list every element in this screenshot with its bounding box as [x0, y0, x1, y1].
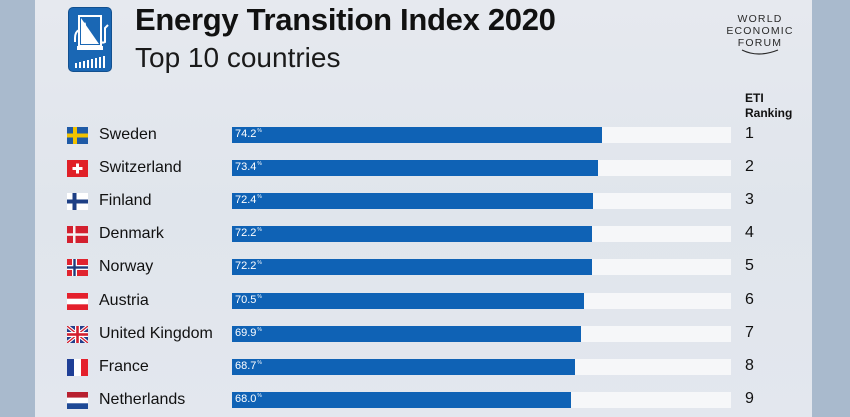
united-kingdom-flag-icon — [67, 325, 88, 343]
france-flag-icon — [67, 358, 88, 376]
bar-value-label: 68.0% — [235, 392, 262, 405]
bar-track: 69.9% — [232, 325, 731, 342]
country-label: Switzerland — [99, 159, 182, 177]
bar-value-label: 68.7% — [235, 359, 262, 372]
bar-track: 73.4% — [232, 160, 731, 177]
bar-track: 70.5% — [232, 292, 731, 309]
rank-header-line-2: Ranking — [745, 106, 793, 120]
country-label: Finland — [99, 192, 152, 210]
bar-value-label: 72.2% — [235, 227, 262, 240]
rank-value: 4 — [745, 224, 754, 242]
percent-unit: % — [257, 194, 262, 201]
bar: 74.2% — [232, 127, 603, 143]
country-label: United Kingdom — [99, 324, 213, 342]
rank-value: 6 — [745, 290, 754, 308]
percent-unit: % — [257, 359, 262, 366]
chart-row: Sweden 74.2% 1 — [0, 123, 850, 147]
bar-value-label: 69.9% — [235, 326, 262, 339]
bar-value-label: 73.4% — [235, 161, 262, 174]
rank-value: 1 — [745, 125, 754, 142]
chart-row: France 68.7% 8 — [0, 355, 850, 379]
percent-unit: % — [257, 392, 262, 399]
rank-value: 8 — [745, 356, 754, 374]
bar-value-label: 70.5% — [235, 293, 262, 306]
percent-unit: % — [257, 161, 262, 168]
rank-header-line-1: ETI — [745, 91, 764, 105]
norway-flag-icon — [67, 259, 88, 277]
wef-logo-line-2: ECONOMIC — [726, 25, 794, 37]
chart-row: Austria 70.5% 6 — [0, 289, 850, 313]
percent-unit: % — [257, 260, 262, 267]
country-label: Denmark — [99, 225, 164, 243]
rank-column-header: ETI Ranking — [745, 91, 792, 121]
bar: 70.5% — [232, 292, 584, 309]
country-label: Netherlands — [99, 390, 186, 408]
chart-row: Finland 72.4% 3 — [0, 189, 850, 213]
rank-value: 9 — [745, 389, 754, 407]
rank-value: 7 — [745, 323, 754, 341]
chart-row: Switzerland 73.4% 2 — [0, 156, 850, 180]
chart-row: United Kingdom 69.9% 7 — [0, 322, 850, 346]
bar-track: 72.2% — [232, 259, 731, 276]
chart-row: Netherlands 68.0% 9 — [0, 388, 850, 412]
percent-unit: % — [257, 326, 262, 333]
bar: 68.0% — [232, 391, 572, 408]
wef-logo-line-1: WORLD — [737, 13, 783, 25]
switzerland-flag-icon — [67, 160, 88, 178]
sweden-flag-icon — [67, 127, 88, 144]
bar: 72.2% — [232, 259, 593, 276]
country-label: Austria — [99, 291, 149, 309]
chart-row: Denmark 72.2% 4 — [0, 222, 850, 246]
austria-flag-icon — [67, 292, 88, 310]
bar: 72.4% — [232, 193, 594, 210]
chart-subtitle: Top 10 countries — [135, 42, 341, 73]
bar-track: 74.2% — [232, 127, 731, 143]
bar: 69.9% — [232, 325, 581, 342]
bar-track: 72.2% — [232, 226, 731, 243]
percent-unit: % — [257, 293, 262, 300]
bar-value-label: 72.2% — [235, 260, 262, 273]
rank-value: 2 — [745, 158, 754, 176]
rank-value: 3 — [745, 191, 754, 209]
netherlands-flag-icon — [67, 391, 88, 409]
wef-logo: WORLD ECONOMIC FORUM — [715, 13, 805, 57]
bar-value-label: 72.4% — [235, 194, 262, 207]
fuel-pump-chart-icon — [68, 7, 112, 72]
rank-value: 5 — [745, 257, 754, 275]
bar-track: 68.7% — [232, 358, 731, 375]
bar: 68.7% — [232, 358, 575, 375]
bar: 73.4% — [232, 160, 599, 177]
percent-unit: % — [257, 227, 262, 234]
finland-flag-icon — [67, 193, 88, 211]
denmark-flag-icon — [67, 226, 88, 244]
wef-logo-line-3: FORUM — [737, 37, 783, 49]
bar-value-label: 74.2% — [235, 128, 262, 140]
country-label: Norway — [99, 258, 154, 276]
bar: 72.2% — [232, 226, 593, 243]
chart-row: Norway 72.2% 5 — [0, 255, 850, 279]
country-label: Sweden — [99, 126, 157, 143]
bar-track: 68.0% — [232, 391, 731, 408]
bar-track: 72.4% — [232, 193, 731, 210]
percent-unit: % — [257, 128, 262, 134]
wef-swoosh-icon — [741, 49, 779, 55]
chart-title: Energy Transition Index 2020 — [135, 2, 556, 37]
country-label: France — [99, 357, 149, 375]
